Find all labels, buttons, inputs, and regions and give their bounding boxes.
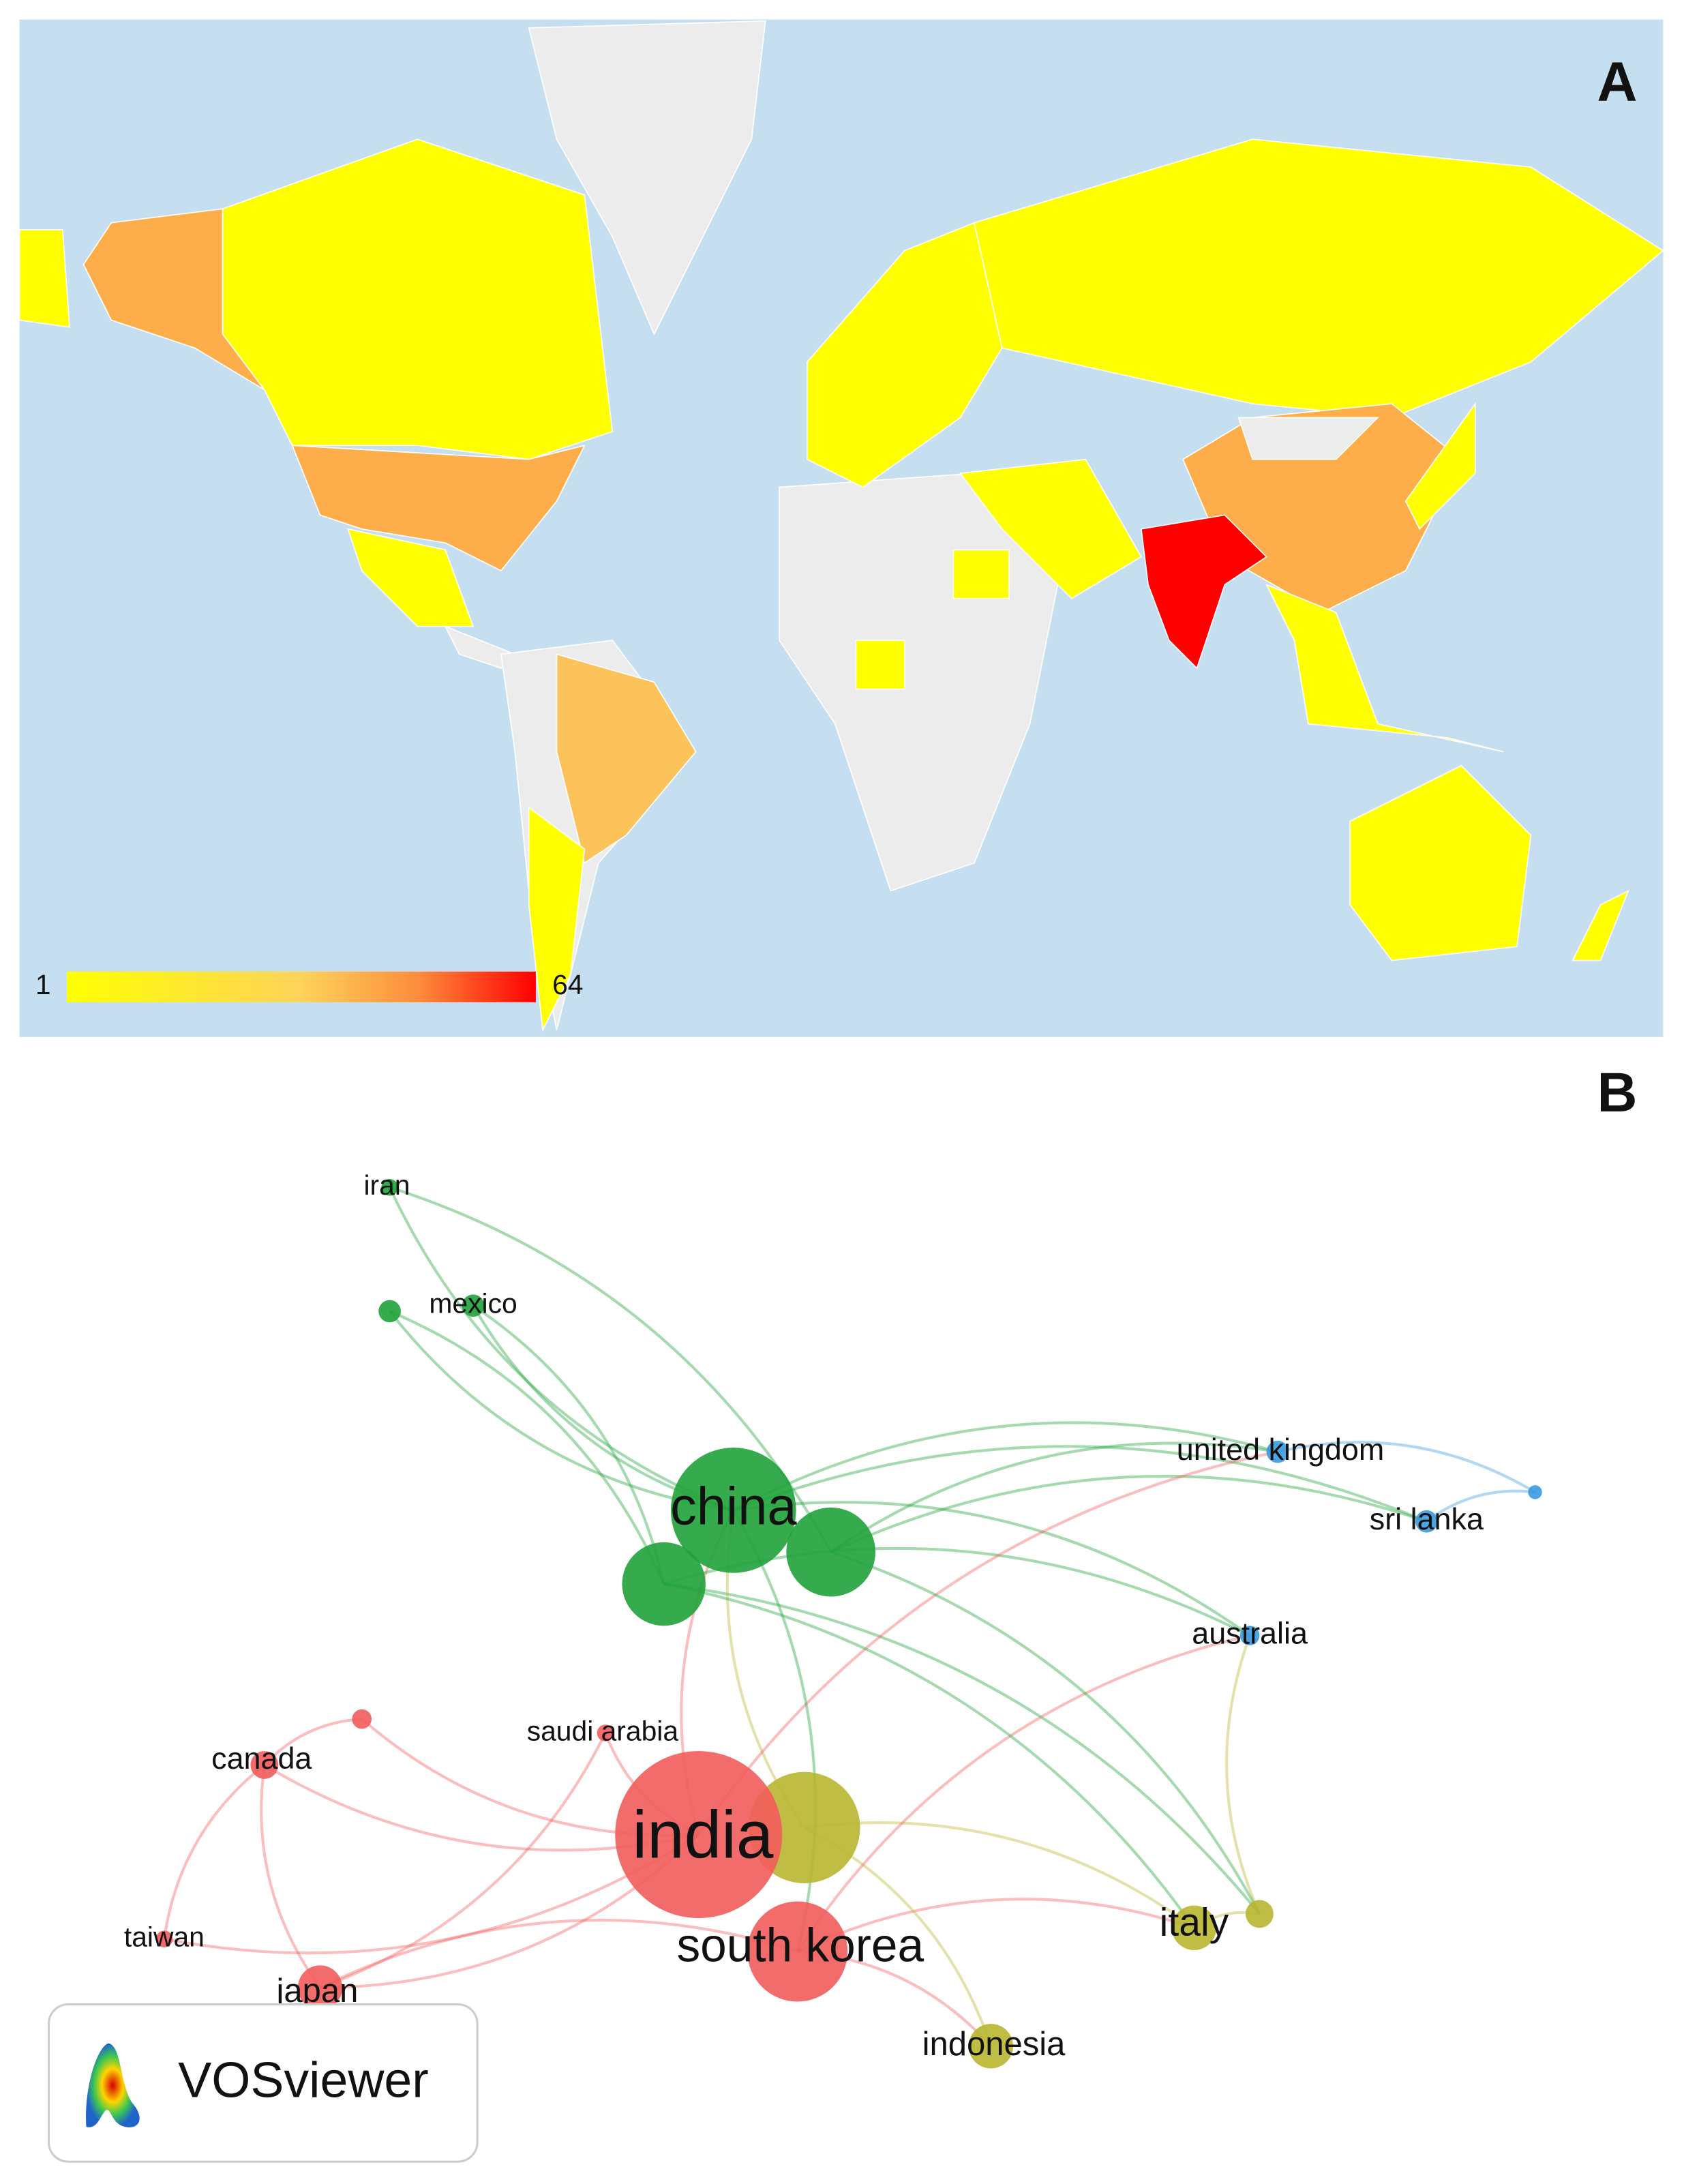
- node-label: italy: [1160, 1900, 1229, 1944]
- link: [260, 1765, 322, 1989]
- link: [733, 1445, 1428, 1523]
- country: [291, 445, 586, 572]
- node: [622, 1542, 706, 1626]
- node: [250, 1751, 279, 1779]
- country: [528, 20, 766, 335]
- link: [663, 1583, 1261, 1915]
- node-label: iran: [363, 1169, 410, 1201]
- country: [1404, 402, 1476, 530]
- country: [444, 625, 516, 669]
- world-map: [18, 19, 1664, 1037]
- country: [1265, 583, 1503, 753]
- node: [747, 1901, 848, 2002]
- country: [1237, 417, 1379, 460]
- link: [1426, 1489, 1535, 1523]
- link: [830, 1441, 1278, 1553]
- country: [1349, 764, 1532, 961]
- node: [1239, 1626, 1260, 1645]
- node: [597, 1724, 614, 1741]
- country: [222, 138, 614, 460]
- link: [319, 1919, 798, 1989]
- link: [830, 1551, 1261, 1915]
- logo-text: VOSviewer: [178, 2051, 428, 2108]
- node-label: indonesia: [922, 2026, 1066, 2063]
- node-label: canada: [211, 1741, 312, 1776]
- scale-max: 64: [552, 969, 583, 1000]
- node-label: india: [632, 1797, 774, 1872]
- node-label: mexico: [429, 1288, 517, 1319]
- node: [1415, 1510, 1438, 1533]
- logo-icon: [86, 2043, 140, 2127]
- link: [388, 1186, 734, 1512]
- link: [1277, 1441, 1536, 1494]
- country: [952, 549, 1010, 599]
- country: [973, 138, 1664, 419]
- link: [796, 1898, 1195, 1953]
- node: [615, 1751, 783, 1919]
- node-label: south korea: [676, 1918, 924, 1971]
- panel-label: A: [1597, 51, 1638, 113]
- node: [352, 1709, 372, 1729]
- country: [1572, 889, 1629, 961]
- node: [1528, 1485, 1542, 1499]
- node: [1171, 1905, 1217, 1950]
- network-links: [162, 1186, 1536, 2048]
- link: [663, 1583, 1196, 1929]
- country: [959, 458, 1142, 599]
- country: [18, 229, 70, 328]
- node-label: saudi arabia: [527, 1715, 679, 1746]
- link: [389, 1310, 665, 1585]
- link: [1225, 1634, 1261, 1915]
- country: [556, 653, 697, 865]
- country: [807, 222, 1003, 488]
- node-label: australia: [1192, 1615, 1308, 1650]
- node: [297, 1965, 343, 2010]
- link: [804, 1821, 1195, 1929]
- node-label: china: [670, 1477, 797, 1536]
- link: [830, 1474, 1428, 1554]
- link: [319, 1732, 607, 1990]
- node: [155, 1930, 173, 1947]
- node: [670, 1448, 796, 1573]
- link: [697, 1450, 1278, 1836]
- network-nodes: [155, 1179, 1542, 2069]
- link: [732, 1421, 1278, 1512]
- node: [786, 1507, 875, 1597]
- color-scale: [66, 971, 536, 1002]
- node-label: united kingdom: [1177, 1432, 1384, 1467]
- node: [1245, 1900, 1274, 1928]
- link: [472, 1304, 665, 1585]
- scale-min: 1: [35, 969, 51, 1000]
- node: [378, 1300, 401, 1323]
- logo-box: [47, 2003, 479, 2163]
- node-label: taiwan: [124, 1921, 205, 1952]
- country: [528, 806, 586, 1032]
- node: [381, 1179, 398, 1196]
- network-labels: iran mexico china united kingdom sri lanka au…: [124, 1169, 1484, 2063]
- node: [462, 1294, 485, 1317]
- link: [733, 1501, 1251, 1637]
- country: [855, 640, 905, 690]
- node: [1266, 1440, 1289, 1463]
- node-label: sri lanka: [1370, 1501, 1484, 1536]
- link: [796, 1634, 1250, 1953]
- panel-label: B: [1597, 1062, 1638, 1124]
- link: [732, 1509, 817, 1952]
- country: [1140, 514, 1267, 670]
- node: [968, 2024, 1014, 2069]
- link: [162, 1763, 266, 1939]
